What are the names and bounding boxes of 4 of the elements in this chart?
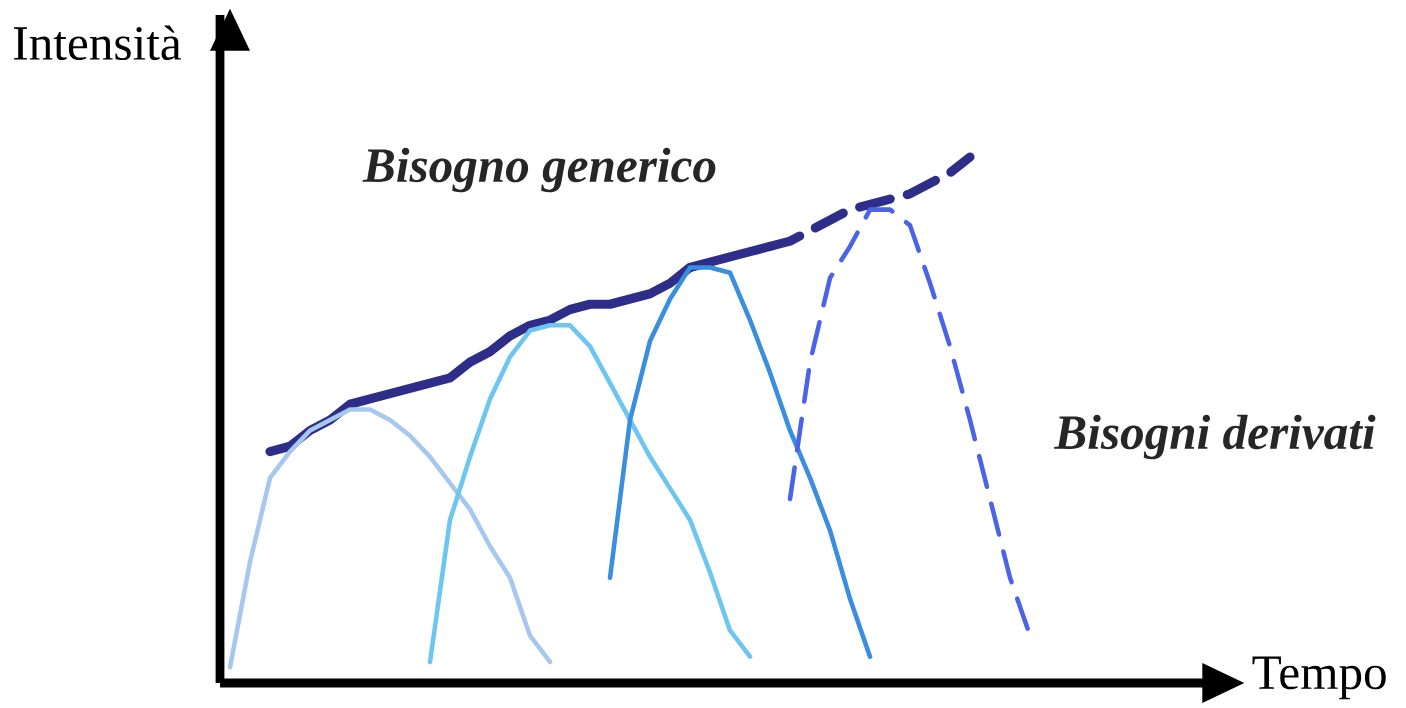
x-axis-title: Tempo — [1252, 656, 1386, 700]
y-axis-title: Intensità — [14, 25, 182, 61]
annotation: Bisogni derivati — [1053, 414, 1376, 460]
annotation: Bisogno generico — [362, 147, 716, 193]
